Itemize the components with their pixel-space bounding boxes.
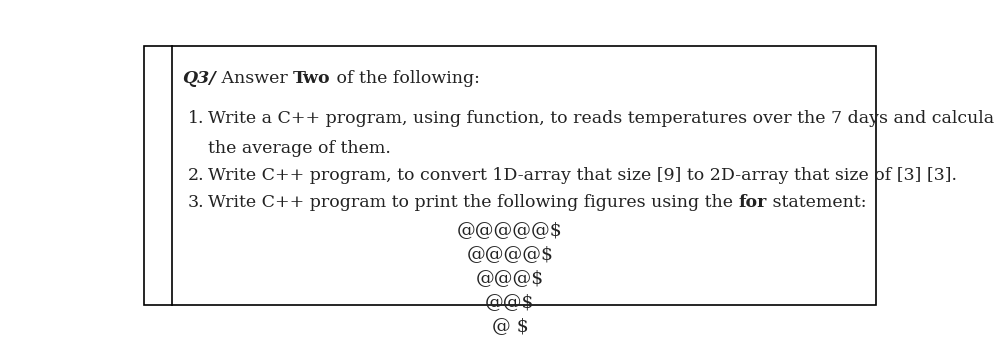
Text: Q3/: Q3/ [182,70,216,87]
Text: 2.: 2. [188,167,204,184]
Text: 1.: 1. [188,110,204,127]
Text: Answer: Answer [216,70,293,87]
Text: the average of them.: the average of them. [208,140,390,157]
Text: for: for [738,194,765,211]
Text: @@@@$: @@@@$ [466,245,553,263]
Text: @ $: @ $ [491,317,528,335]
Text: statement:: statement: [765,194,865,211]
Text: of the following:: of the following: [330,70,479,87]
Text: @@$: @@$ [485,293,534,311]
Text: @@@$: @@@$ [475,269,544,287]
Text: Write C++ program to print the following figures using the: Write C++ program to print the following… [208,194,738,211]
Text: 3.: 3. [188,194,204,211]
Text: Two: Two [293,70,330,87]
Text: Write C++ program, to convert 1D-array that size [9] to 2D-array that size of [3: Write C++ program, to convert 1D-array t… [208,167,955,184]
Text: @@@@@$: @@@@@$ [456,221,563,239]
Text: Write a C++ program, using function, to reads temperatures over the 7 days and c: Write a C++ program, using function, to … [208,110,994,127]
